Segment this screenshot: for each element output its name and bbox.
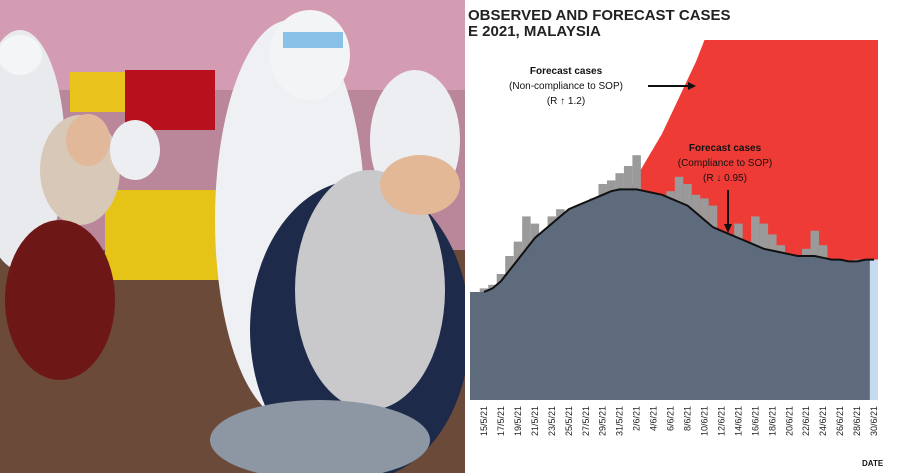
x-tick-label: 26/6/21 [835, 406, 845, 436]
x-tick-label: 22/6/21 [801, 406, 811, 436]
annotation: (Compliance to SOP) [678, 158, 772, 169]
x-tick-label: 28/6/21 [852, 406, 862, 436]
annotation: (R ↑ 1.2) [547, 96, 585, 107]
x-tick-label: 15/5/21 [479, 406, 489, 436]
annotation: Forecast cases [689, 143, 762, 154]
x-tick-label: 27/5/21 [581, 406, 591, 436]
x-tick-label: 8/6/21 [683, 406, 693, 431]
x-tick-label: 20/6/21 [784, 406, 794, 436]
x-tick-label: 21/5/21 [530, 406, 540, 436]
plot-area [470, 40, 878, 400]
x-tick-label: 30/6/21 [869, 406, 879, 436]
arrow-head [688, 82, 696, 90]
x-tick-label: 14/6/21 [733, 406, 743, 436]
x-tick-label: 24/6/21 [818, 406, 828, 436]
x-tick-label: 31/5/21 [615, 406, 625, 436]
chart-subtitle: E 2021, MALAYSIA [468, 23, 601, 40]
trend-line [483, 188, 875, 293]
annotation: Forecast cases [530, 66, 603, 77]
x-tick-label: 6/6/21 [666, 406, 676, 431]
x-tick-label: 12/6/21 [716, 406, 726, 436]
x-tick-label: 18/6/21 [767, 406, 777, 436]
last-day-bar [869, 259, 878, 400]
model-area [470, 189, 875, 400]
annotation: (R ↓ 0.95) [703, 173, 747, 184]
x-tick-label: 2/6/21 [632, 406, 642, 431]
x-tick-label: 17/5/21 [496, 406, 506, 436]
photo [0, 0, 470, 473]
annotation: (Non-compliance to SOP) [509, 81, 623, 92]
chart-title: OBSERVED AND FORECAST CASES [468, 7, 731, 24]
x-tick-label: 23/5/21 [547, 406, 557, 436]
x-tick-label: 25/5/21 [564, 406, 574, 436]
x-tick-label: 29/5/21 [598, 406, 608, 436]
x-tick-label: 10/6/21 [699, 406, 709, 436]
arrow-head [724, 224, 732, 233]
x-tick-label: 16/6/21 [750, 406, 760, 436]
x-tick-label: 4/6/21 [649, 406, 659, 431]
x-tick-label: 19/5/21 [513, 406, 523, 436]
x-axis-label: DATE [862, 459, 884, 468]
